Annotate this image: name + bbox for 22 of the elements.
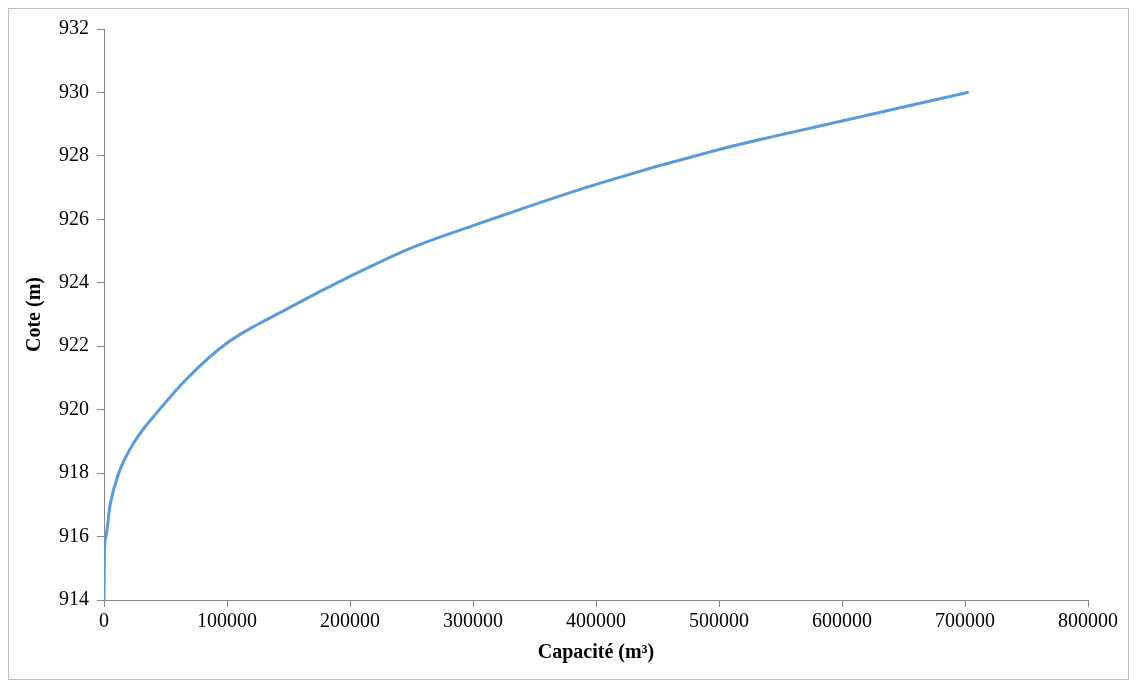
x-tick-label: 200000 — [320, 609, 380, 632]
y-tick-label: 930 — [59, 79, 89, 102]
y-tick-label: 926 — [59, 206, 89, 229]
y-tick-label: 914 — [59, 587, 89, 610]
y-tick-label: 920 — [59, 396, 89, 419]
y-axis-title: Cote (m) — [22, 277, 46, 352]
x-tick-label: 300000 — [443, 609, 503, 632]
x-tick-label: 400000 — [566, 609, 626, 632]
y-tick-label: 924 — [59, 270, 89, 293]
y-tick-label: 928 — [59, 143, 89, 166]
line-series — [104, 90, 969, 600]
x-tick-label: 0 — [99, 609, 109, 632]
y-tick-label: 918 — [59, 460, 89, 483]
x-tick-label: 100000 — [197, 609, 257, 632]
x-axis-title: Capacité (m³) — [537, 640, 655, 664]
x-tick-label: 800000 — [1058, 609, 1118, 632]
y-tick-label: 932 — [59, 16, 89, 39]
x-tick-label: 500000 — [689, 609, 749, 632]
x-tick-label: 600000 — [812, 609, 872, 632]
x-tick-label: 700000 — [935, 609, 995, 632]
y-tick-label: 916 — [59, 523, 89, 546]
y-tick-label: 922 — [59, 333, 89, 356]
